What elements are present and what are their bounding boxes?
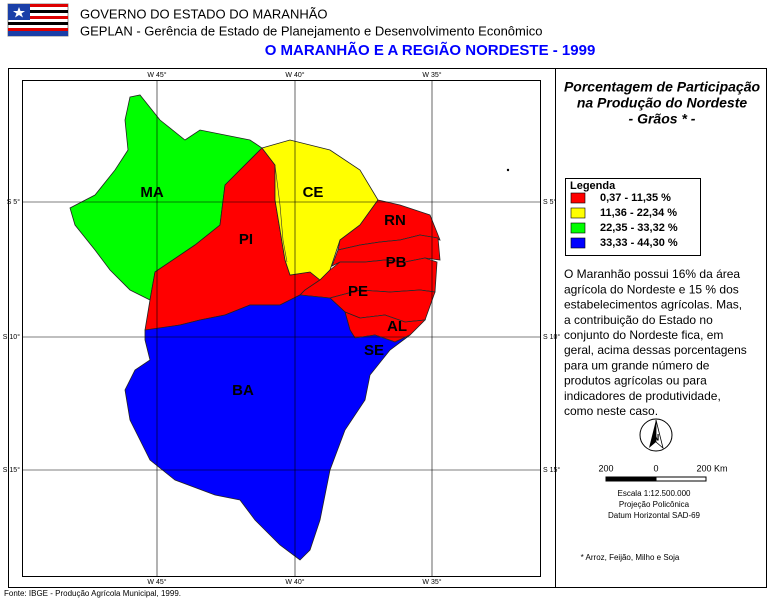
description-line: a contribuição do Estado no <box>564 313 713 327</box>
scale-bar <box>605 476 707 482</box>
description-line: agrícola do Nordeste e 15 % dos <box>564 282 739 296</box>
map-inner-frame <box>22 80 541 577</box>
meridian-label: W 35° <box>422 578 441 586</box>
parallel-label: S 15° <box>543 466 560 474</box>
scale-note: Escala 1:12.500.000 <box>618 489 691 498</box>
legend-label: 33,33 - 44,30 % <box>600 237 678 249</box>
state-label: PE <box>348 283 368 300</box>
legend-label: 22,35 - 33,32 % <box>600 222 678 234</box>
legend-label: 0,37 - 11,35 % <box>600 192 671 204</box>
header-line: GOVERNO DO ESTADO DO MARANHÃO <box>80 6 328 21</box>
island <box>506 168 510 172</box>
state-label: PB <box>386 254 407 271</box>
panel-title: - Grãos * - <box>629 111 696 127</box>
footnote: * Arroz, Feijão, Milho e Soja <box>581 553 680 562</box>
legend-swatch <box>570 207 586 219</box>
meridian-label: W 35° <box>422 71 441 79</box>
svg-text:N: N <box>653 432 660 442</box>
map-title: O MARANHÃO E A REGIÃO NORDESTE - 1999 <box>265 41 596 59</box>
description-line: como neste caso. <box>564 404 658 418</box>
meridian-label: W 40° <box>285 578 304 586</box>
parallel-label: S 15° <box>3 466 20 474</box>
legend-swatch <box>570 192 586 204</box>
parallel-label: S 5° <box>7 198 21 206</box>
state-label: CE <box>303 184 324 201</box>
description-line: conjunto do Nordeste fica, em <box>564 328 723 342</box>
scale-note: Projeção Policônica <box>619 500 690 509</box>
state <box>124 294 411 561</box>
legend-swatch <box>570 222 586 234</box>
source: Fonte: IBGE - Produção Agrícola Municipa… <box>4 589 181 598</box>
legend-title: Legenda <box>570 180 616 192</box>
description-line: produtos agrícolas ou para <box>564 374 707 388</box>
parallel-label: S 10° <box>3 333 20 341</box>
state-label: SE <box>364 342 384 359</box>
state-borders <box>274 164 439 343</box>
scale-label: 0 <box>653 463 658 473</box>
state-label: RN <box>384 212 406 229</box>
panel-frame <box>555 68 767 588</box>
meridian-label: W 45° <box>147 71 166 79</box>
scale-note: Datum Horizontal SAD-69 <box>608 511 701 520</box>
legend-label: 11,36 - 22,34 % <box>600 207 677 219</box>
state-label: BA <box>232 382 254 399</box>
state-label: AL <box>387 318 407 335</box>
flag <box>7 3 69 37</box>
meridian-label: W 40° <box>285 71 304 79</box>
parallel-label: S 5° <box>543 198 557 206</box>
state-label: PI <box>239 231 253 248</box>
scale-label: 200 <box>598 463 613 473</box>
panel-title: na Produção do Nordeste <box>577 95 748 111</box>
panel-title: Porcentagem de Participação <box>564 79 761 95</box>
description-line: O Maranhão possui 16% da área <box>564 267 740 281</box>
north-arrow: N <box>639 418 673 452</box>
header-line: GEPLAN - Gerência de Estado de Planejame… <box>80 23 542 38</box>
legend-box <box>565 178 701 256</box>
scale-label: 200 Km <box>696 463 727 473</box>
description-line: geral, acima dessas porcentagens <box>564 343 747 357</box>
description-line: para um grande número de <box>564 358 710 372</box>
description-line: indicadores de produtividade, <box>564 389 721 403</box>
legend-swatch <box>570 237 586 249</box>
description-line: estabelecimentos agrícolas. Mas, <box>564 298 742 312</box>
meridian-label: W 45° <box>147 578 166 586</box>
parallel-label: S 10° <box>543 333 560 341</box>
state-label: MA <box>140 184 163 201</box>
